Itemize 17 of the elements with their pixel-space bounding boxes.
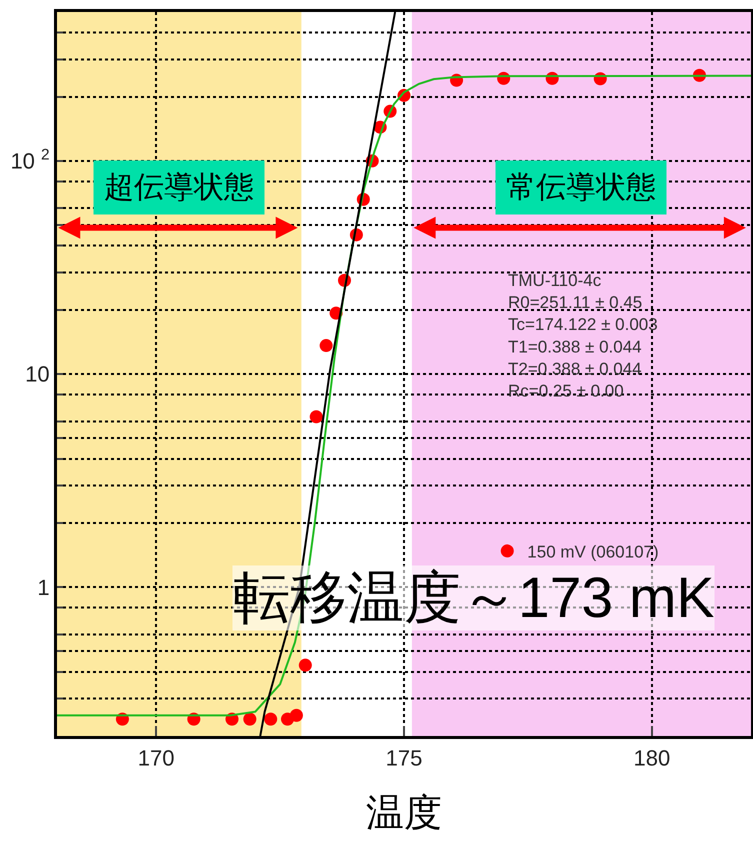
band-label: 超伝導状態 <box>104 171 254 204</box>
x-tick-label: 170 <box>138 745 174 770</box>
point <box>264 712 278 726</box>
y-tick-label: 1 <box>37 574 50 600</box>
y-tick-label: 10 <box>25 362 50 387</box>
x-tick-label: 175 <box>386 745 422 770</box>
x-axis-title: 温度 <box>366 792 442 834</box>
legend-label: 150 mV (060107) <box>527 542 659 562</box>
point <box>243 712 256 726</box>
point <box>310 410 323 424</box>
annotation: 転移温度～173 mK <box>233 566 714 630</box>
band-label: 常伝導状態 <box>506 171 656 204</box>
point <box>298 658 312 672</box>
point <box>290 708 303 722</box>
y-tick-label: 10 $^{2}$ <box>10 146 50 174</box>
x-tick-label: 180 <box>634 745 670 770</box>
point <box>320 339 333 352</box>
